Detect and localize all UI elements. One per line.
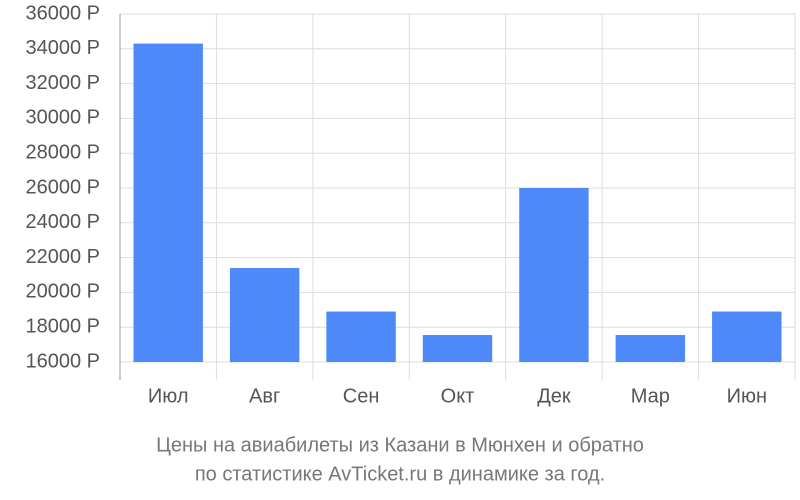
y-tick-label: 34000 Р bbox=[25, 37, 100, 59]
bar bbox=[615, 335, 686, 362]
y-tick-label: 32000 Р bbox=[25, 72, 100, 94]
y-tick-label: 20000 Р bbox=[25, 281, 100, 303]
bar bbox=[712, 311, 782, 362]
bar bbox=[422, 335, 493, 362]
x-tick-label: Июл bbox=[148, 385, 189, 407]
y-tick-label: 30000 Р bbox=[25, 107, 100, 129]
bar bbox=[326, 311, 396, 362]
x-tick-label: Авг bbox=[249, 385, 280, 407]
y-tick-label: 36000 Р bbox=[25, 2, 100, 24]
y-tick-label: 28000 Р bbox=[25, 141, 100, 163]
x-tick-label: Окт bbox=[441, 385, 475, 407]
y-tick-label: 18000 Р bbox=[25, 315, 100, 337]
bar bbox=[133, 43, 203, 363]
y-tick-label: 26000 Р bbox=[25, 176, 100, 198]
x-tick-label: Июн bbox=[727, 385, 767, 407]
chart-title: Цены на авиабилеты из Казани в Мюнхен и … bbox=[156, 434, 644, 456]
chart-subtitle: по статистике AvTicket.ru в динамике за … bbox=[195, 463, 605, 485]
bar bbox=[519, 188, 589, 362]
x-tick-label: Сен bbox=[343, 385, 380, 407]
x-tick-label: Дек bbox=[537, 385, 571, 407]
bar bbox=[229, 268, 300, 362]
y-tick-label: 22000 Р bbox=[25, 246, 100, 268]
y-tick-label: 16000 Р bbox=[25, 350, 100, 372]
x-tick-label: Мар bbox=[631, 385, 670, 407]
y-tick-label: 24000 Р bbox=[25, 211, 100, 233]
